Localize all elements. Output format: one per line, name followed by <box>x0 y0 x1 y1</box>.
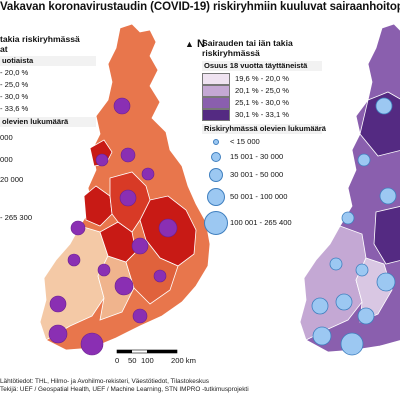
right-legend-class-row: 19,6 % - 20,0 % <box>202 73 322 85</box>
right-legend-count: < 15 000 <box>230 137 260 146</box>
right-legend-count: 15 001 - 30 000 <box>230 152 284 161</box>
right-legend-count: 30 001 - 50 000 <box>230 170 284 179</box>
left-circle <box>49 295 67 313</box>
right-legend-class: 19,6 % - 20,0 % <box>235 74 290 83</box>
left-legend-subtitle: uotiaista <box>0 56 96 66</box>
left-legend-title-2: at <box>0 44 8 54</box>
source-line: Tekijä: UEF / Geospatial Health, UEF / M… <box>0 386 249 393</box>
right-circle <box>329 257 343 271</box>
left-circle <box>113 97 131 115</box>
legend-circle <box>213 139 219 145</box>
right-legend-class-row: 20,1 % - 25,0 % <box>202 85 322 97</box>
legend-swatch <box>202 109 230 121</box>
legend-swatch <box>202 85 230 97</box>
left-legend-title-1: takia riskiryhmässä <box>0 34 80 44</box>
north-arrow: ▲ N <box>185 38 205 50</box>
left-circle <box>80 332 104 356</box>
left-legend: takia riskiryhmässä at uotiaista - 20,0 … <box>0 34 96 225</box>
source-line: Lähtötiedot: THL, Hilmo- ja Avohilmo-rek… <box>0 378 209 385</box>
left-circle <box>70 220 86 236</box>
right-region-dark-east <box>373 206 400 265</box>
right-legend-title-1: Sairauden tai iän takia <box>202 38 293 48</box>
right-legend-class: 30,1 % - 33,1 % <box>235 110 290 119</box>
right-legend-class-row: 30,1 % - 33,1 % <box>202 109 322 121</box>
right-circle <box>340 332 364 356</box>
right-legend-class-row: 25,1 % - 30,0 % <box>202 97 322 109</box>
right-circle <box>357 307 375 325</box>
left-circle <box>153 269 167 283</box>
right-circle <box>379 187 397 205</box>
right-circle <box>335 293 353 311</box>
legend-circle <box>204 211 228 235</box>
scale-label: 0 <box>115 356 120 365</box>
left-legend-class: - 20,0 % <box>0 68 29 77</box>
right-legend: Sairauden tai iän takia riskiryhmässä Os… <box>202 38 326 237</box>
right-legend-count: 50 001 - 100 000 <box>230 192 288 201</box>
legend-circle <box>207 188 225 206</box>
left-legend-count <box>0 195 96 207</box>
right-legend-count-row: < 15 000 <box>202 135 322 149</box>
right-legend-class: 20,1 % - 25,0 % <box>235 86 290 95</box>
left-legend-class: - 25,0 % <box>0 80 29 89</box>
left-legend-count: 000 <box>0 133 13 142</box>
map-title: Vakavan koronavirustaudin (COVID-19) ris… <box>0 1 400 13</box>
left-circle <box>119 189 137 207</box>
left-circle <box>48 324 68 344</box>
scale-label: 50 <box>128 356 137 365</box>
right-circle <box>311 297 329 315</box>
scale-bar <box>116 349 178 354</box>
right-map <box>299 23 400 356</box>
right-circle <box>312 326 332 346</box>
left-legend-count-title: olevien lukumäärä <box>0 117 96 127</box>
right-circle <box>376 272 396 292</box>
right-legend-subtitle: Osuus 18 vuotta täyttäneistä <box>202 61 322 71</box>
scale-label: 200 km <box>171 356 196 365</box>
right-legend-count-row: 15 001 - 30 000 <box>202 149 322 165</box>
right-circle <box>357 153 371 167</box>
left-circle <box>67 253 81 267</box>
legend-circle <box>209 168 223 182</box>
left-legend-count: 000 <box>0 155 13 164</box>
right-legend-count-row: 30 001 - 50 000 <box>202 165 322 185</box>
scale-label: 100 <box>141 356 154 365</box>
right-circle <box>341 211 355 225</box>
right-circle <box>375 97 393 115</box>
right-legend-count: 100 001 - 265 400 <box>230 218 292 227</box>
left-region-southeast <box>125 239 179 305</box>
left-map <box>39 23 211 356</box>
left-circle <box>120 147 136 163</box>
left-legend-class: - 33,6 % <box>0 104 29 113</box>
left-circle <box>95 153 109 167</box>
right-legend-class: 25,1 % - 30,0 % <box>235 98 290 107</box>
left-legend-count: 20 000 <box>0 175 24 184</box>
right-circle <box>355 263 369 277</box>
legend-swatch <box>202 97 230 109</box>
left-circle <box>132 308 148 324</box>
north-arrow-label: N <box>196 38 205 50</box>
sources: Lähtötiedot: THL, Hilmo- ja Avohilmo-rek… <box>0 378 249 394</box>
right-legend-count-row: 50 001 - 100 000 <box>202 185 322 209</box>
right-legend-count-title: Riskiryhmässä olevien lukumäärä <box>202 124 326 134</box>
right-legend-title-2: riskiryhmässä <box>202 48 260 58</box>
left-legend-count: - 265 300 <box>0 213 33 222</box>
left-legend-class: - 30,0 % <box>0 92 29 101</box>
right-legend-count-row: 100 001 - 265 400 <box>202 209 322 237</box>
left-circle <box>131 237 149 255</box>
left-circle <box>114 276 134 296</box>
legend-circle <box>211 152 221 162</box>
left-circle <box>141 167 155 181</box>
left-circle <box>158 218 178 238</box>
left-circle <box>97 263 111 277</box>
north-arrow-icon: ▲ <box>185 39 194 49</box>
legend-swatch <box>202 73 230 85</box>
